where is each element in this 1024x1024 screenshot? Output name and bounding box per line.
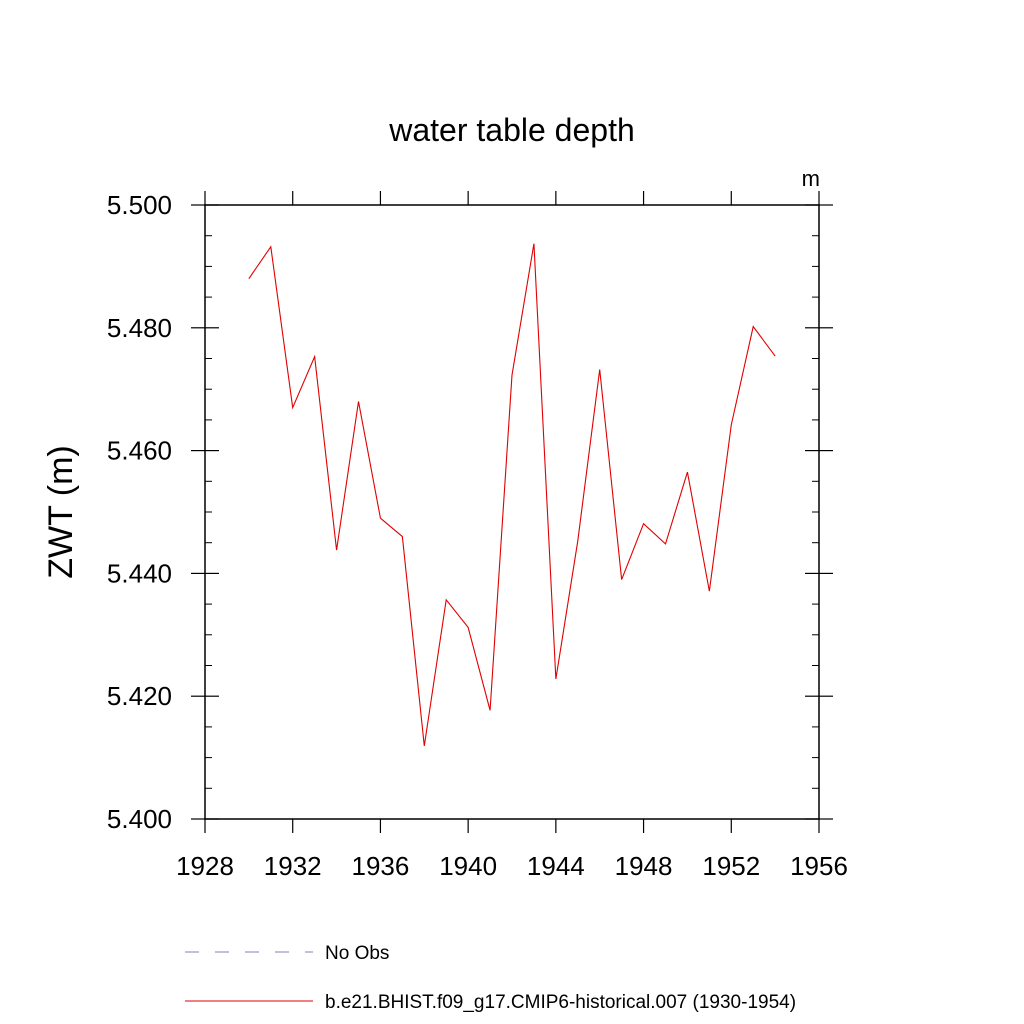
x-tick-label: 1944 <box>527 851 585 881</box>
series-group <box>248 243 776 747</box>
legend: No Obs b.e21.BHIST.f09_g17.CMIP6-historic… <box>185 943 796 1013</box>
x-tick-label: 1948 <box>615 851 673 881</box>
y-tick-label: 5.420 <box>107 681 172 711</box>
plot-frame <box>204 204 820 820</box>
y-tick-label: 5.440 <box>107 558 172 588</box>
units-label: m <box>802 166 820 191</box>
x-tick-label: 1940 <box>439 851 497 881</box>
y-tick-labels: 5.400 5.420 5.440 5.460 5.480 5.500 <box>107 190 172 834</box>
x-tick-label: 1952 <box>702 851 760 881</box>
x-tick-label: 1932 <box>264 851 322 881</box>
y-tick-label: 5.500 <box>107 190 172 220</box>
x-tick-label: 1928 <box>176 851 234 881</box>
y-axis-label: ZWT (m) <box>42 445 80 578</box>
series-line <box>248 243 776 747</box>
legend-label-1: b.e21.BHIST.f09_g17.CMIP6-historical.007… <box>325 992 796 1013</box>
axis-ticks <box>191 191 833 833</box>
y-tick-label: 5.460 <box>107 436 172 466</box>
x-tick-label: 1956 <box>790 851 848 881</box>
y-tick-label: 5.480 <box>107 313 172 343</box>
x-tick-labels: 1928 1932 1936 1940 1944 1948 1952 1956 <box>176 851 848 881</box>
legend-label-0: No Obs <box>325 943 389 964</box>
chart-title: water table depth <box>388 112 635 148</box>
y-tick-label: 5.400 <box>107 804 172 834</box>
x-tick-label: 1936 <box>352 851 410 881</box>
